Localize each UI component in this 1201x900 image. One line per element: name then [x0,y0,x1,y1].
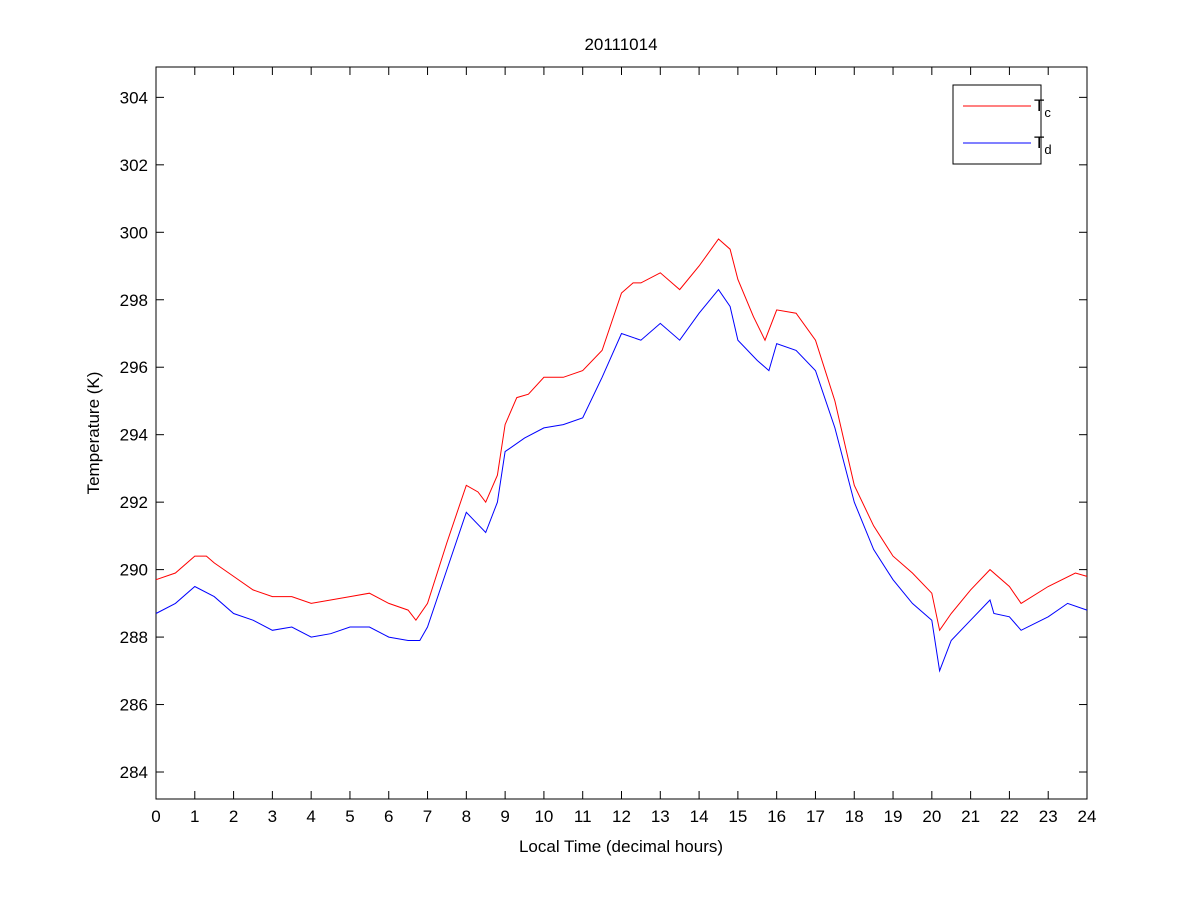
y-tick-label: 292 [120,493,148,512]
x-tick-label: 23 [1039,807,1058,826]
x-tick-label: 5 [345,807,354,826]
x-tick-label: 8 [462,807,471,826]
y-tick-label: 286 [120,696,148,715]
y-tick-label: 284 [120,763,148,782]
x-tick-label: 24 [1078,807,1097,826]
y-tick-label: 304 [120,88,148,107]
x-tick-label: 0 [151,807,160,826]
x-tick-label: 2 [229,807,238,826]
x-tick-label: 14 [690,807,709,826]
chart-title: 20111014 [584,35,657,54]
series-line-td [155,288,1088,673]
x-tick-label: 4 [306,807,315,826]
y-tick-label: 288 [120,628,148,647]
y-tick-label: 294 [120,426,148,445]
x-tick-label: 17 [806,807,825,826]
plot-area [155,66,1088,800]
x-tick-label: 16 [767,807,786,826]
x-tick-label: 6 [384,807,393,826]
legend-label-tc: Tc [1034,96,1051,120]
y-tick-label: 298 [120,291,148,310]
legend-label-td: Td [1034,133,1052,157]
y-tick-label: 296 [120,358,148,377]
y-axis-label: Temperature (K) [84,372,103,495]
legend-box [952,84,1042,165]
x-tick-label: 10 [534,807,553,826]
x-tick-label: 13 [651,807,670,826]
x-tick-label: 22 [1000,807,1019,826]
x-tick-label: 18 [845,807,864,826]
x-tick-label: 12 [612,807,631,826]
series-line-tc [155,238,1088,632]
x-tick-label: 20 [922,807,941,826]
x-tick-label: 21 [961,807,980,826]
y-tick-label: 290 [120,561,148,580]
x-tick-label: 3 [268,807,277,826]
y-tick-label: 302 [120,156,148,175]
x-tick-label: 19 [884,807,903,826]
x-tick-label: 7 [423,807,432,826]
x-tick-label: 11 [574,807,592,826]
legend: Tc Td [952,84,1052,165]
x-tick-label: 15 [728,807,747,826]
x-tick-label: 9 [500,807,509,826]
x-tick-label: 1 [190,807,199,826]
x-axis-label: Local Time (decimal hours) [519,837,723,856]
y-tick-label: 300 [120,223,148,242]
